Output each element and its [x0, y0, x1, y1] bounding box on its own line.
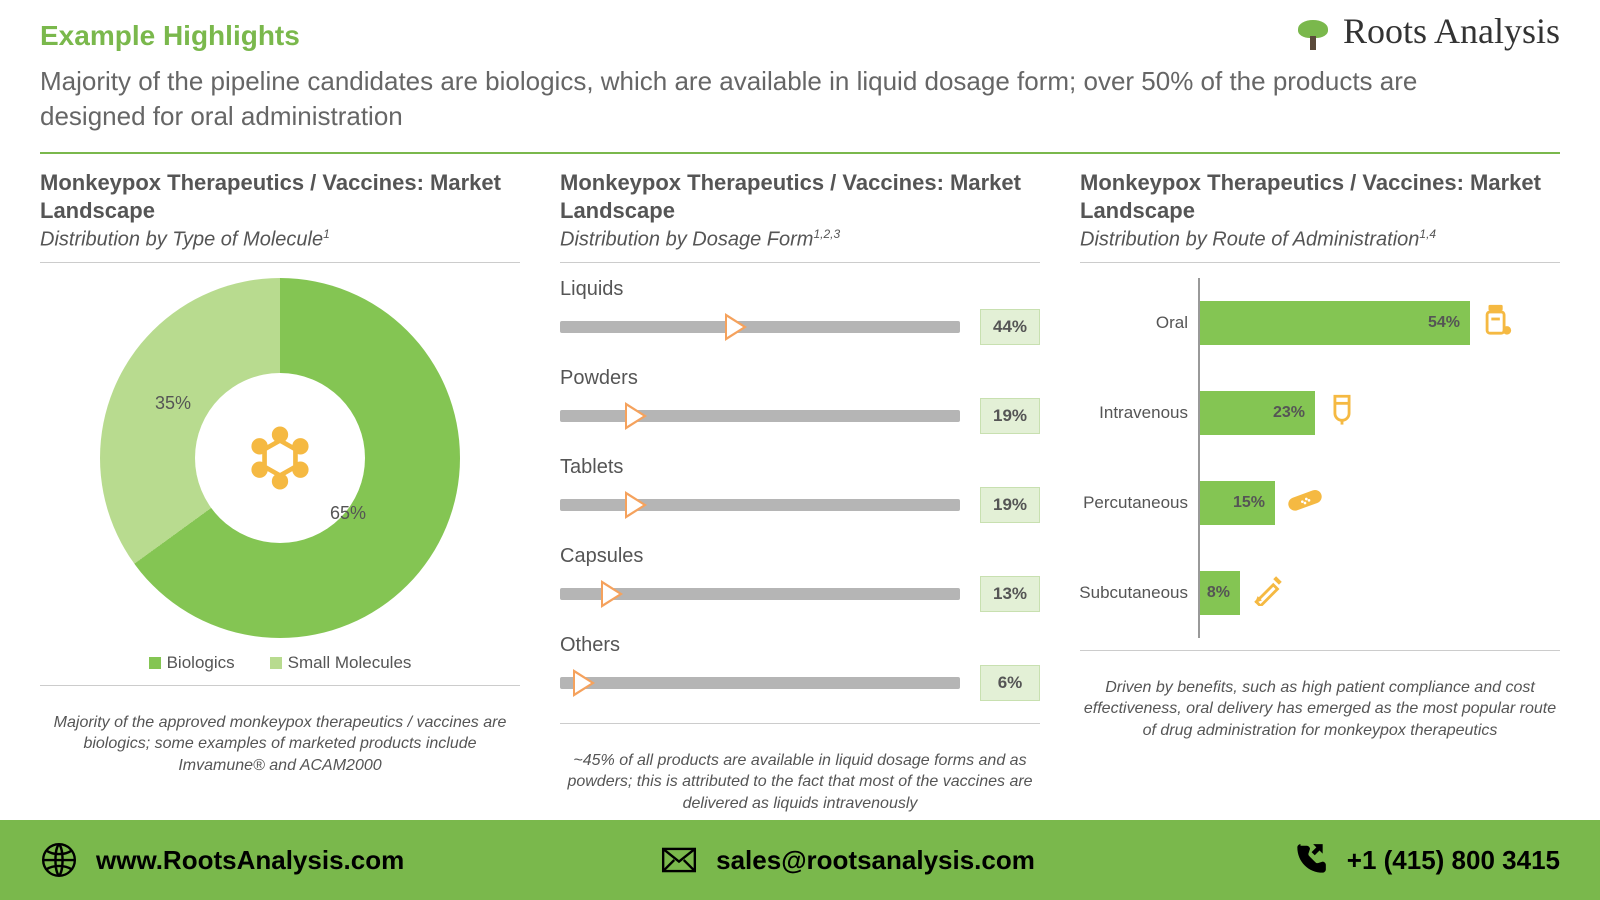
footer: www.RootsAnalysis.com sales@rootsanalysi…	[0, 820, 1600, 900]
dosage-label: Capsules	[560, 545, 1040, 568]
play-marker-icon	[625, 402, 647, 430]
panel-route: Monkeypox Therapeutics / Vaccines: Marke…	[1080, 169, 1560, 814]
route-chart: OralIntravenousPercutaneousSubcutaneous …	[1080, 278, 1560, 638]
dosage-pct: 13%	[980, 576, 1040, 612]
legend-item: Small Molecules	[270, 653, 412, 673]
dosage-barline: 19%	[560, 398, 1040, 434]
panel-rule	[1080, 262, 1560, 263]
route-labels: Oral Intravenous Percutaneous Subcutaneous	[1080, 278, 1200, 638]
panel-caption: Majority of the approved monkeypox thera…	[40, 712, 520, 777]
panels: Monkeypox Therapeutics / Vaccines: Marke…	[0, 154, 1600, 814]
panel-title: Monkeypox Therapeutics / Vaccines: Marke…	[40, 169, 520, 224]
dosage-row: Powders 19%	[560, 367, 1040, 434]
logo-text: Roots Analysis	[1343, 11, 1560, 51]
dosage-barline: 44%	[560, 309, 1040, 345]
footer-phone: +1 (415) 800 3415	[1291, 841, 1560, 879]
route-row: 8%	[1200, 558, 1560, 628]
dosage-pct: 6%	[980, 665, 1040, 701]
panel-subtitle: Distribution by Dosage Form1,2,3	[560, 227, 1040, 252]
panel-dosage-form: Monkeypox Therapeutics / Vaccines: Marke…	[560, 169, 1040, 814]
legend-label: Small Molecules	[288, 653, 412, 673]
panel-molecule-type: Monkeypox Therapeutics / Vaccines: Marke…	[40, 169, 520, 814]
bandage-icon	[1285, 482, 1325, 524]
dosage-barline: 6%	[560, 665, 1040, 701]
route-row: 23%	[1200, 378, 1560, 448]
tree-icon	[1288, 20, 1338, 50]
dosage-row: Others 6%	[560, 634, 1040, 701]
play-marker-icon	[601, 580, 623, 608]
dosage-pct: 44%	[980, 309, 1040, 345]
footer-phone-text: +1 (415) 800 3415	[1347, 845, 1560, 876]
dosage-label: Liquids	[560, 278, 1040, 301]
route-label: Percutaneous	[1080, 468, 1188, 538]
page-subtitle: Majority of the pipeline candidates are …	[40, 64, 1440, 134]
play-marker-icon	[573, 669, 595, 697]
dosage-barline: 13%	[560, 576, 1040, 612]
route-bar: 8%	[1200, 571, 1240, 615]
mail-icon	[660, 841, 698, 879]
panel-subtitle: Distribution by Route of Administration1…	[1080, 227, 1560, 252]
footer-website: www.RootsAnalysis.com	[40, 841, 404, 879]
dosage-row: Liquids 44%	[560, 278, 1040, 345]
header: Roots Analysis Example Highlights Majori…	[0, 0, 1600, 134]
dosage-track	[560, 499, 960, 511]
dosage-track	[560, 588, 960, 600]
dosage-track	[560, 410, 960, 422]
panel-title: Monkeypox Therapeutics / Vaccines: Marke…	[560, 169, 1040, 224]
route-bars: 54% 23% 15% 8%	[1200, 278, 1560, 638]
dosage-list: Liquids 44% Powders 19% Tablets 19%	[560, 278, 1040, 701]
donut-pct-biologics: 65%	[330, 503, 366, 524]
panel-rule	[560, 723, 1040, 724]
panel-title: Monkeypox Therapeutics / Vaccines: Marke…	[1080, 169, 1560, 224]
dosage-pct: 19%	[980, 398, 1040, 434]
route-bar: 23%	[1200, 391, 1315, 435]
panel-caption: Driven by benefits, such as high patient…	[1080, 677, 1560, 742]
footer-email-text: sales@rootsanalysis.com	[716, 845, 1035, 876]
panel-rule	[560, 262, 1040, 263]
panel-rule	[1080, 650, 1560, 651]
phone-icon	[1291, 841, 1329, 879]
iv-bag-icon	[1325, 392, 1359, 434]
molecule-icon	[245, 423, 315, 493]
pill-bottle-icon	[1480, 302, 1514, 344]
route-row: 54%	[1200, 288, 1560, 358]
route-bar: 15%	[1200, 481, 1275, 525]
legend-swatch	[149, 657, 161, 669]
legend-label: Biologics	[167, 653, 235, 673]
legend-item: Biologics	[149, 653, 235, 673]
route-label: Intravenous	[1080, 378, 1188, 448]
dosage-pct: 19%	[980, 487, 1040, 523]
footer-website-text: www.RootsAnalysis.com	[96, 845, 404, 876]
route-row: 15%	[1200, 468, 1560, 538]
legend: Biologics Small Molecules	[149, 653, 412, 673]
donut-chart: 65% 35% Biologics Small Molecules	[40, 278, 520, 673]
route-bar: 54%	[1200, 301, 1470, 345]
dosage-label: Tablets	[560, 456, 1040, 479]
donut: 65% 35%	[100, 278, 460, 638]
dosage-label: Others	[560, 634, 1040, 657]
route-label: Subcutaneous	[1080, 558, 1188, 628]
dosage-barline: 19%	[560, 487, 1040, 523]
syringe-icon	[1250, 572, 1288, 614]
panel-caption: ~45% of all products are available in li…	[560, 750, 1040, 815]
play-marker-icon	[725, 313, 747, 341]
dosage-row: Capsules 13%	[560, 545, 1040, 612]
donut-pct-small: 35%	[155, 393, 191, 414]
panel-subtitle: Distribution by Type of Molecule1	[40, 227, 520, 252]
logo: Roots Analysis	[1288, 10, 1560, 52]
panel-rule	[40, 262, 520, 263]
dosage-label: Powders	[560, 367, 1040, 390]
dosage-track	[560, 677, 960, 689]
dosage-track	[560, 321, 960, 333]
play-marker-icon	[625, 491, 647, 519]
footer-email: sales@rootsanalysis.com	[660, 841, 1035, 879]
legend-swatch	[270, 657, 282, 669]
route-label: Oral	[1080, 288, 1188, 358]
dosage-row: Tablets 19%	[560, 456, 1040, 523]
globe-icon	[40, 841, 78, 879]
panel-rule	[40, 685, 520, 686]
